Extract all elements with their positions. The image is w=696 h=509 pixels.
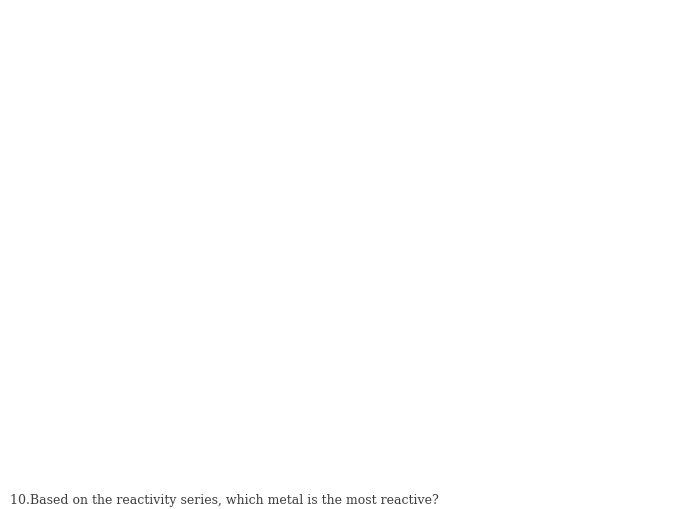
- Text: 10.Based on the reactivity series, which metal is the most reactive?: 10.Based on the reactivity series, which…: [10, 494, 438, 507]
